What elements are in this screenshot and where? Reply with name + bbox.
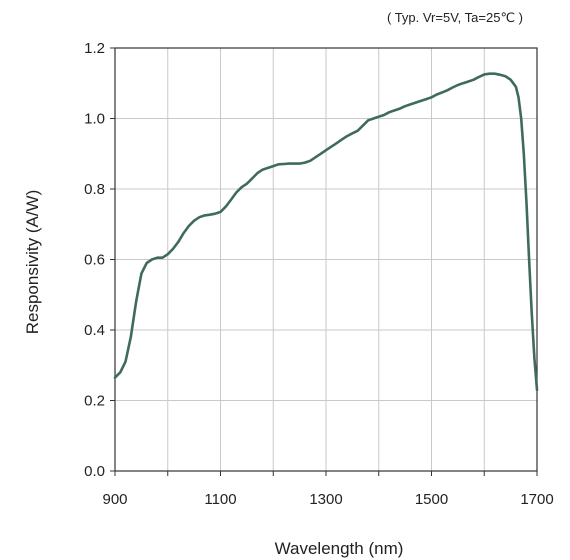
x-tick-label: 1300 — [309, 491, 342, 508]
x-axis-label: Wavelength (nm) — [275, 539, 404, 558]
grid — [114, 47, 538, 472]
y-tick-label: 0.2 — [84, 393, 105, 410]
y-axis-label: Responsivity (A/W) — [23, 190, 42, 335]
y-tick-label: 0.0 — [84, 463, 105, 480]
y-axis: 0.0 0.2 0.4 0.6 0.8 1.0 1.2 — [84, 40, 115, 480]
y-tick-label: 0.8 — [84, 181, 105, 198]
series-line — [113, 72, 539, 392]
x-axis: 900 1100 1300 1500 1700 — [102, 471, 554, 508]
x-tick-label: 1700 — [520, 491, 553, 508]
chart-annotation: ( Typ. Vr=5V, Ta=25℃ ) — [387, 10, 523, 25]
x-tick-label: 1100 — [204, 491, 236, 508]
x-tick-label: 1500 — [415, 491, 448, 508]
y-tick-label: 0.4 — [84, 322, 105, 339]
y-tick-label: 0.6 — [84, 252, 105, 269]
y-tick-label: 1.2 — [84, 40, 105, 57]
x-tick-label: 900 — [102, 491, 127, 508]
series-layer — [113, 72, 539, 392]
y-tick-label: 1.0 — [84, 111, 105, 128]
